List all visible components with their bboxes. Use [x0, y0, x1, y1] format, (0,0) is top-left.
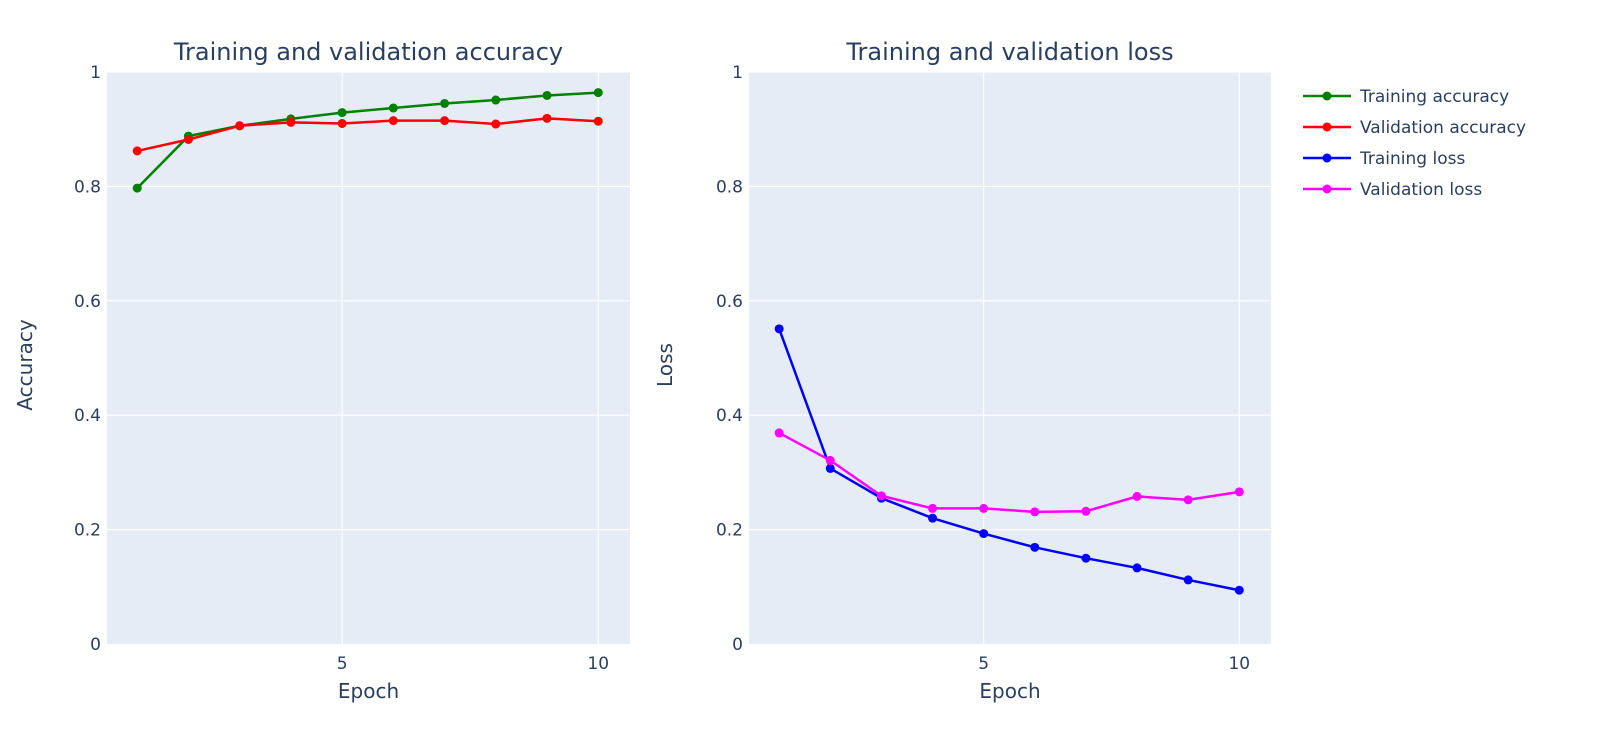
- data-point: [1081, 553, 1091, 563]
- y-tick-label: 0.6: [716, 292, 743, 312]
- data-point: [491, 95, 501, 105]
- y-tick-label: 0: [732, 635, 743, 655]
- data-point: [774, 428, 784, 438]
- data-point: [825, 455, 835, 465]
- y-tick-label: 0.4: [716, 406, 743, 426]
- data-point: [440, 116, 450, 126]
- data-point: [132, 146, 142, 156]
- y-tick-label: 0: [90, 635, 101, 655]
- data-point: [1183, 575, 1193, 585]
- legend-label: Training loss: [1359, 149, 1465, 169]
- x-axis-title: Epoch: [338, 679, 399, 703]
- data-point: [1081, 506, 1091, 516]
- data-point: [388, 116, 398, 126]
- series-line: [136, 91, 599, 189]
- legend-marker-icon: [1322, 122, 1332, 132]
- y-tick-label: 1: [732, 63, 743, 83]
- data-point: [876, 491, 886, 501]
- y-tick-label: 0.8: [74, 177, 101, 197]
- data-point: [928, 513, 938, 523]
- data-point: [1030, 542, 1040, 552]
- plot-background: [107, 72, 630, 644]
- series-line: [777, 328, 1240, 592]
- y-tick-label: 0.6: [74, 292, 101, 312]
- series-training-loss: [774, 324, 1244, 595]
- data-point: [1030, 507, 1040, 517]
- data-point: [1234, 585, 1244, 595]
- y-tick-label: 0.8: [716, 177, 743, 197]
- data-point: [542, 90, 552, 100]
- legend-marker-icon: [1322, 184, 1332, 194]
- data-point: [593, 116, 603, 126]
- data-point: [1183, 495, 1193, 505]
- data-point: [491, 119, 501, 129]
- data-point: [774, 324, 784, 334]
- data-point: [337, 108, 347, 118]
- data-point: [286, 117, 296, 127]
- legend-marker-icon: [1322, 153, 1332, 163]
- legend-label: Validation accuracy: [1360, 118, 1526, 138]
- legend-label: Validation loss: [1360, 180, 1482, 200]
- x-tick-label: 10: [587, 654, 609, 674]
- x-tick-label: 5: [337, 654, 348, 674]
- data-point: [440, 98, 450, 108]
- chart-title: Training and validation loss: [845, 38, 1173, 66]
- data-point: [825, 463, 835, 473]
- legend: Training accuracy Validation accuracy Trai…: [1303, 87, 1526, 200]
- y-axis-title: Accuracy: [13, 319, 37, 410]
- x-tick-label: 10: [1228, 654, 1250, 674]
- plot-background: [749, 72, 1271, 644]
- data-point: [132, 183, 142, 193]
- data-point: [928, 503, 938, 513]
- legend-label: Training accuracy: [1359, 87, 1509, 107]
- data-point: [542, 113, 552, 123]
- data-point: [593, 88, 603, 98]
- series-validation-loss: [774, 428, 1244, 517]
- legend-item[interactable]: Validation accuracy: [1303, 118, 1526, 138]
- data-point: [1132, 563, 1142, 573]
- x-tick-label: 5: [978, 654, 989, 674]
- data-point: [979, 529, 989, 539]
- data-point: [337, 118, 347, 128]
- data-point: [183, 134, 193, 144]
- series-line: [778, 431, 1240, 514]
- series-validation-accuracy: [132, 113, 603, 156]
- chart-title: Training and validation accuracy: [173, 38, 563, 66]
- y-tick-label: 0.2: [716, 521, 743, 541]
- legend-marker-icon: [1322, 91, 1332, 101]
- subplot-1: 0 0.2 0.4 0.6 0.8 1 5 10 Training and validation…: [13, 38, 630, 703]
- data-point: [1234, 487, 1244, 497]
- series-line: [136, 117, 599, 153]
- data-point: [388, 103, 398, 113]
- y-axis-title: Loss: [653, 343, 677, 387]
- data-point: [979, 503, 989, 513]
- y-tick-label: 0.2: [74, 521, 101, 541]
- data-point: [1132, 491, 1142, 501]
- legend-item[interactable]: Validation loss: [1303, 180, 1482, 200]
- subplot-2: 0 0.2 0.4 0.6 0.8 1 5 10 Training and validation…: [653, 38, 1271, 703]
- data-point: [235, 121, 245, 131]
- y-tick-label: 1: [90, 63, 101, 83]
- x-axis-title: Epoch: [979, 679, 1040, 703]
- y-tick-label: 0.4: [74, 406, 101, 426]
- legend-item[interactable]: Training loss: [1303, 149, 1465, 169]
- legend-item[interactable]: Training accuracy: [1303, 87, 1509, 107]
